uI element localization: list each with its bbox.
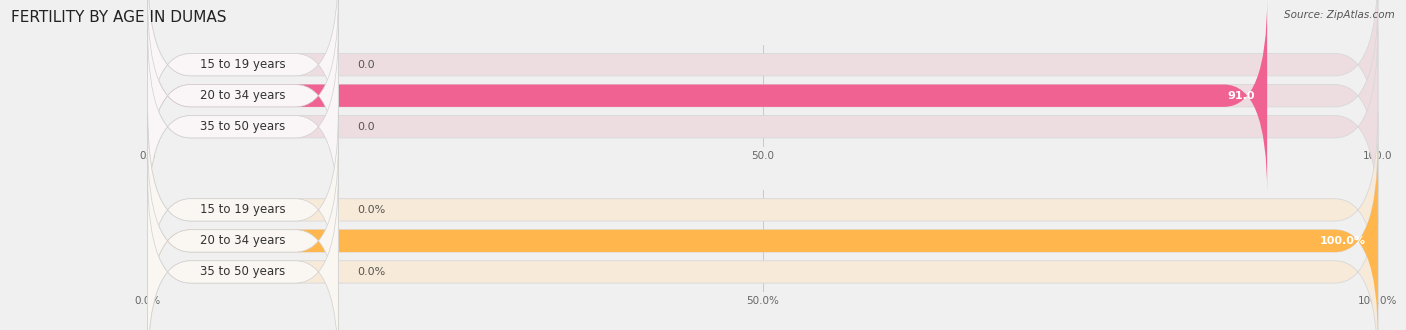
Text: Source: ZipAtlas.com: Source: ZipAtlas.com — [1284, 10, 1395, 20]
Text: FERTILITY BY AGE IN DUMAS: FERTILITY BY AGE IN DUMAS — [11, 10, 226, 25]
Text: 0.0: 0.0 — [357, 122, 374, 132]
FancyBboxPatch shape — [148, 29, 339, 224]
FancyBboxPatch shape — [148, 113, 1378, 307]
FancyBboxPatch shape — [148, 144, 339, 330]
Text: 20 to 34 years: 20 to 34 years — [200, 234, 285, 248]
Text: 0.0%: 0.0% — [357, 205, 385, 215]
FancyBboxPatch shape — [148, 0, 1378, 162]
Text: 20 to 34 years: 20 to 34 years — [200, 89, 285, 102]
FancyBboxPatch shape — [148, 113, 339, 307]
Text: 15 to 19 years: 15 to 19 years — [200, 58, 285, 71]
FancyBboxPatch shape — [148, 29, 1378, 224]
FancyBboxPatch shape — [148, 0, 339, 162]
Text: 0.0: 0.0 — [357, 60, 374, 70]
FancyBboxPatch shape — [148, 0, 1267, 193]
FancyBboxPatch shape — [148, 175, 339, 330]
Text: 35 to 50 years: 35 to 50 years — [200, 265, 285, 279]
FancyBboxPatch shape — [148, 0, 339, 193]
Text: 100.0%: 100.0% — [1320, 236, 1365, 246]
Text: 15 to 19 years: 15 to 19 years — [200, 203, 285, 216]
FancyBboxPatch shape — [148, 144, 1378, 330]
Text: 35 to 50 years: 35 to 50 years — [200, 120, 285, 133]
FancyBboxPatch shape — [148, 175, 1378, 330]
Text: 0.0%: 0.0% — [357, 267, 385, 277]
FancyBboxPatch shape — [148, 0, 1378, 193]
FancyBboxPatch shape — [148, 144, 1378, 330]
Text: 91.0: 91.0 — [1227, 91, 1256, 101]
